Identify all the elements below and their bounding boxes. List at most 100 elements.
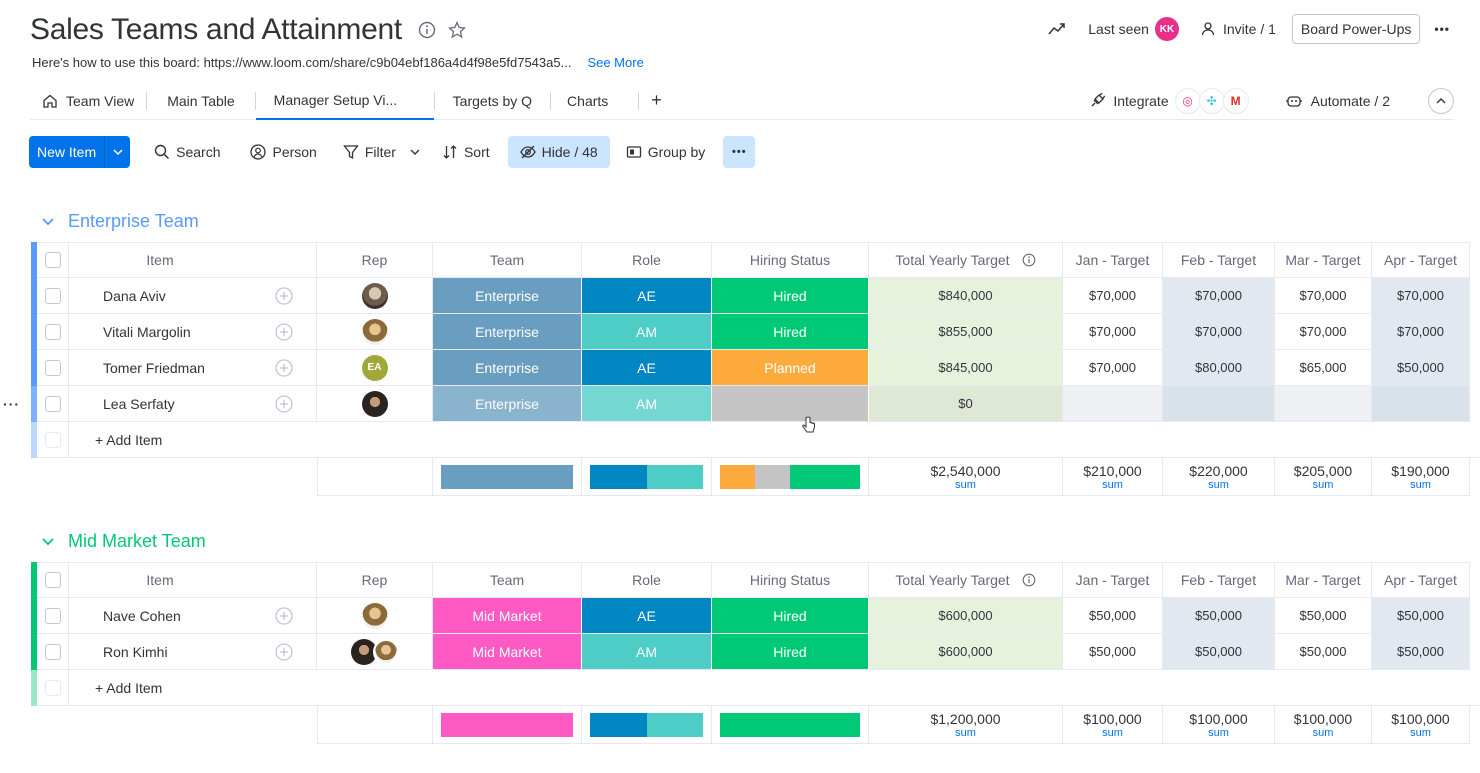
feb-target[interactable]	[1163, 386, 1275, 422]
column-header-mar[interactable]: Mar - Target	[1275, 242, 1372, 278]
column-header-item[interactable]: Item	[69, 562, 251, 598]
rep-cell[interactable]	[317, 634, 433, 670]
group-title-enterprise[interactable]: Enterprise Team	[42, 211, 199, 232]
tab-charts[interactable]: Charts	[551, 82, 638, 120]
integrate-button[interactable]: Integrate ◎ ✣ M	[1089, 88, 1249, 114]
add-update-button[interactable]	[251, 278, 317, 314]
apr-target[interactable]: $50,000	[1372, 634, 1470, 670]
team-status[interactable]: Enterprise	[433, 350, 582, 386]
rep-cell[interactable]	[317, 278, 433, 314]
table-row[interactable]: Tomer Friedman EA Enterprise AE Planned $845,…	[31, 350, 1470, 386]
add-item-button[interactable]: + Add Item	[69, 422, 1480, 458]
jan-target[interactable]: $70,000	[1063, 314, 1163, 350]
column-header-role[interactable]: Role	[582, 562, 712, 598]
avatar[interactable]	[350, 638, 377, 665]
column-header-team[interactable]: Team	[433, 242, 582, 278]
summary-mar[interactable]: $205,000 sum	[1275, 458, 1372, 496]
add-update-button[interactable]	[251, 314, 317, 350]
item-name[interactable]: Vitali Margolin	[69, 314, 251, 350]
last-seen-button[interactable]: Last seen KK	[1088, 17, 1179, 41]
group-title-mid-market[interactable]: Mid Market Team	[42, 531, 206, 552]
column-header-feb[interactable]: Feb - Target	[1163, 242, 1275, 278]
add-item-row[interactable]: + Add Item	[31, 422, 1480, 458]
avatar[interactable]	[361, 318, 388, 345]
total-target[interactable]: $0	[869, 386, 1063, 422]
column-header-total[interactable]: Total Yearly Target	[869, 242, 1063, 278]
total-target[interactable]: $600,000	[869, 598, 1063, 634]
info-icon[interactable]	[418, 21, 436, 39]
summary-apr[interactable]: $190,000 sum	[1372, 458, 1470, 496]
summary-feb[interactable]: $100,000 sum	[1163, 706, 1275, 744]
tab-manager-setup[interactable]: Manager Setup Vi...	[255, 82, 434, 120]
add-update-button[interactable]	[251, 598, 317, 634]
summary-feb[interactable]: $220,000 sum	[1163, 458, 1275, 496]
checkbox[interactable]	[44, 359, 61, 376]
column-header-mar[interactable]: Mar - Target	[1275, 562, 1372, 598]
feb-target[interactable]: $50,000	[1163, 598, 1275, 634]
mar-target[interactable]	[1275, 386, 1372, 422]
column-header-item[interactable]: Item	[69, 242, 251, 278]
person-filter-button[interactable]: Person	[242, 136, 324, 168]
table-row[interactable]: Lea Serfaty Enterprise AM $0	[31, 386, 1470, 422]
role-distribution-bar[interactable]	[590, 465, 703, 489]
team-status[interactable]: Mid Market	[433, 598, 582, 634]
select-all-checkbox[interactable]	[37, 562, 69, 598]
row-checkbox-cell[interactable]	[37, 350, 69, 386]
column-header-rep[interactable]: Rep	[317, 562, 433, 598]
team-status[interactable]: Enterprise	[433, 314, 582, 350]
avatar[interactable]	[372, 638, 399, 665]
checkbox[interactable]	[44, 572, 61, 588]
more-actions-button[interactable]: •••	[723, 136, 756, 168]
collapse-header-button[interactable]	[1428, 88, 1454, 114]
checkbox[interactable]	[44, 252, 61, 268]
feb-target[interactable]: $70,000	[1163, 278, 1275, 314]
checkbox[interactable]	[44, 323, 61, 340]
role-status[interactable]: AE	[582, 598, 712, 634]
avatar[interactable]: EA	[361, 354, 388, 381]
feb-target[interactable]: $70,000	[1163, 314, 1275, 350]
board-title[interactable]: Sales Teams and Attainment	[30, 13, 402, 46]
add-update-button[interactable]	[251, 634, 317, 670]
total-target[interactable]: $600,000	[869, 634, 1063, 670]
total-target[interactable]: $840,000	[869, 278, 1063, 314]
role-status[interactable]: AE	[582, 278, 712, 314]
team-status[interactable]: Enterprise	[433, 386, 582, 422]
mar-target[interactable]: $70,000	[1275, 314, 1372, 350]
rep-cell[interactable]	[317, 314, 433, 350]
item-name[interactable]: Dana Aviv	[69, 278, 251, 314]
jan-target[interactable]: $50,000	[1063, 598, 1163, 634]
activity-icon[interactable]	[1048, 22, 1066, 36]
apr-target[interactable]: $50,000	[1372, 350, 1470, 386]
see-more-link[interactable]: See More	[587, 55, 644, 70]
rep-cell[interactable]	[317, 598, 433, 634]
item-name[interactable]: Nave Cohen	[69, 598, 251, 634]
hiring-status[interactable]: Planned	[712, 350, 869, 386]
jan-target[interactable]: $70,000	[1063, 350, 1163, 386]
summary-total[interactable]: $1,200,000 sum	[869, 706, 1063, 744]
add-item-row[interactable]: + Add Item	[31, 670, 1480, 706]
total-target[interactable]: $855,000	[869, 314, 1063, 350]
summary-mar[interactable]: $100,000 sum	[1275, 706, 1372, 744]
column-header-apr[interactable]: Apr - Target	[1372, 562, 1470, 598]
hiring-distribution-bar[interactable]	[720, 465, 860, 489]
tab-main-table[interactable]: Main Table	[147, 82, 254, 120]
column-header-total[interactable]: Total Yearly Target	[869, 562, 1063, 598]
hiring-status[interactable]: Hired	[712, 598, 869, 634]
row-checkbox-cell[interactable]	[37, 598, 69, 634]
team-status[interactable]: Mid Market	[433, 634, 582, 670]
jan-target[interactable]: $70,000	[1063, 278, 1163, 314]
total-target[interactable]: $845,000	[869, 350, 1063, 386]
automate-button[interactable]: Automate / 2	[1285, 93, 1390, 109]
mar-target[interactable]: $70,000	[1275, 278, 1372, 314]
summary-jan[interactable]: $100,000 sum	[1063, 706, 1163, 744]
feb-target[interactable]: $50,000	[1163, 634, 1275, 670]
team-status[interactable]: Enterprise	[433, 278, 582, 314]
apr-target[interactable]: $70,000	[1372, 278, 1470, 314]
column-header-apr[interactable]: Apr - Target	[1372, 242, 1470, 278]
table-row[interactable]: Vitali Margolin Enterprise AM Hired $855,000…	[31, 314, 1470, 350]
select-all-checkbox[interactable]	[37, 242, 69, 278]
checkbox[interactable]	[44, 643, 61, 660]
table-row[interactable]: Dana Aviv Enterprise AE Hired $840,000 $70,00…	[31, 278, 1470, 314]
star-icon[interactable]	[447, 21, 466, 39]
apr-target[interactable]	[1372, 386, 1470, 422]
